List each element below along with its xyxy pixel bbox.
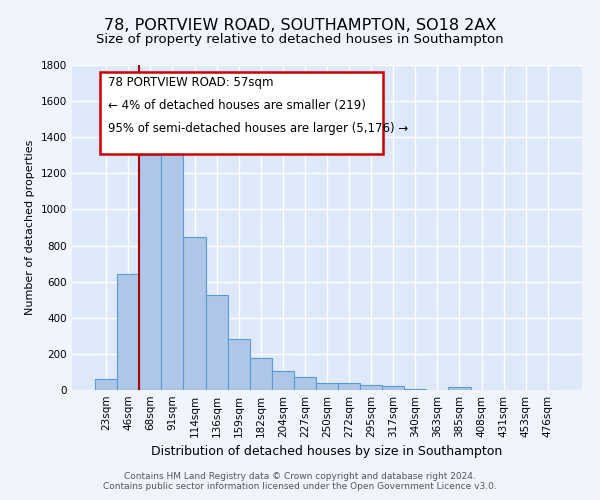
- Y-axis label: Number of detached properties: Number of detached properties: [25, 140, 35, 315]
- X-axis label: Distribution of detached houses by size in Southampton: Distribution of detached houses by size …: [151, 446, 503, 458]
- Text: Contains HM Land Registry data © Crown copyright and database right 2024.: Contains HM Land Registry data © Crown c…: [124, 472, 476, 481]
- Bar: [117, 274, 139, 390]
- Bar: [404, 389, 427, 390]
- Text: Size of property relative to detached houses in Southampton: Size of property relative to detached ho…: [96, 32, 504, 46]
- Bar: [95, 379, 117, 390]
- Bar: [316, 383, 338, 390]
- Bar: [161, 142, 184, 390]
- Bar: [250, 358, 272, 390]
- Bar: [448, 388, 470, 390]
- Bar: [272, 371, 294, 390]
- Bar: [360, 384, 382, 390]
- Bar: [338, 383, 360, 390]
- Bar: [382, 386, 404, 390]
- Bar: [184, 236, 206, 390]
- Text: 78 PORTVIEW ROAD: 57sqm: 78 PORTVIEW ROAD: 57sqm: [108, 76, 273, 90]
- Bar: [294, 378, 316, 390]
- Bar: [139, 156, 161, 390]
- Bar: [206, 295, 227, 390]
- Text: 95% of semi-detached houses are larger (5,176) →: 95% of semi-detached houses are larger (…: [108, 122, 408, 135]
- FancyBboxPatch shape: [100, 72, 383, 154]
- Text: Contains public sector information licensed under the Open Government Licence v3: Contains public sector information licen…: [103, 482, 497, 491]
- Text: ← 4% of detached houses are smaller (219): ← 4% of detached houses are smaller (219…: [108, 99, 365, 112]
- Text: 78, PORTVIEW ROAD, SOUTHAMPTON, SO18 2AX: 78, PORTVIEW ROAD, SOUTHAMPTON, SO18 2AX: [104, 18, 496, 32]
- Bar: [227, 340, 250, 390]
